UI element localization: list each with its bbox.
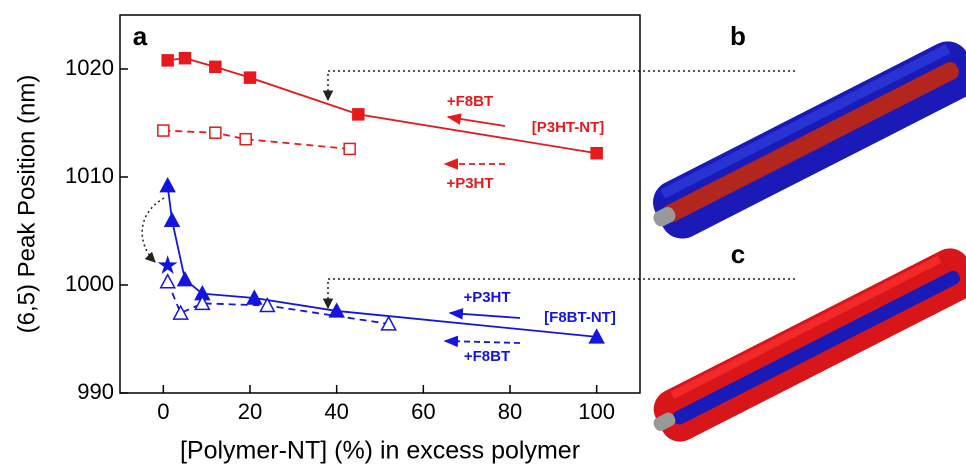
triangle-marker: [163, 211, 181, 227]
square-marker: [178, 51, 192, 65]
x-tick-label: 100: [578, 399, 615, 424]
direction-arrow: [446, 113, 506, 127]
x-tick-label: 80: [498, 399, 522, 424]
annotation: a: [133, 21, 148, 51]
triangle-marker: [194, 294, 211, 311]
square-marker: [157, 124, 170, 137]
series-line: [163, 129, 350, 150]
square-marker: [352, 108, 365, 121]
annotation: +F8BT: [447, 93, 493, 110]
square-marker: [209, 126, 222, 139]
annotation: b: [730, 21, 746, 51]
y-tick-label: 1000: [65, 271, 114, 296]
series-line: [167, 57, 597, 155]
square-marker: [239, 132, 252, 146]
triangle-marker: [159, 273, 176, 289]
y-axis-label: (6,5) Peak Position (nm): [13, 75, 40, 334]
triangle-marker: [259, 296, 276, 313]
x-tick-label: 40: [324, 399, 348, 424]
nanotube-c: [653, 248, 966, 442]
y-tick-label: 990: [77, 379, 114, 404]
series-line: [166, 185, 597, 338]
star-marker: [157, 255, 178, 275]
triangle-marker: [159, 177, 176, 193]
annotation: +F8BT: [464, 348, 510, 365]
x-tick-label: 20: [238, 399, 262, 424]
annotation: [F8BT-NT]: [544, 309, 616, 326]
annotation: [P3HT-NT]: [532, 119, 605, 136]
x-tick-label: 0: [157, 399, 169, 424]
triangle-marker: [246, 289, 263, 305]
triangle-marker: [380, 315, 397, 331]
plot-frame: [119, 14, 641, 394]
square-marker: [161, 54, 174, 67]
annotation: +P3HT: [446, 175, 493, 192]
direction-arrow: [448, 308, 521, 320]
annotation: +P3HT: [463, 289, 510, 306]
x-tick-label: 60: [411, 399, 435, 424]
square-marker: [209, 60, 222, 74]
square-marker: [343, 142, 356, 156]
nanotube-b: [653, 41, 966, 239]
x-axis-label: [Polymer-NT] (%) in excess polymer: [180, 437, 580, 465]
direction-arrow: [443, 335, 521, 348]
y-tick-label: 1010: [65, 163, 114, 188]
y-tick-label: 1020: [65, 55, 114, 80]
square-marker: [590, 146, 603, 160]
square-marker: [243, 71, 257, 84]
triangle-marker: [588, 328, 605, 344]
triangle-marker: [176, 271, 194, 287]
triangle-marker: [172, 304, 189, 320]
annotation: c: [731, 239, 745, 269]
